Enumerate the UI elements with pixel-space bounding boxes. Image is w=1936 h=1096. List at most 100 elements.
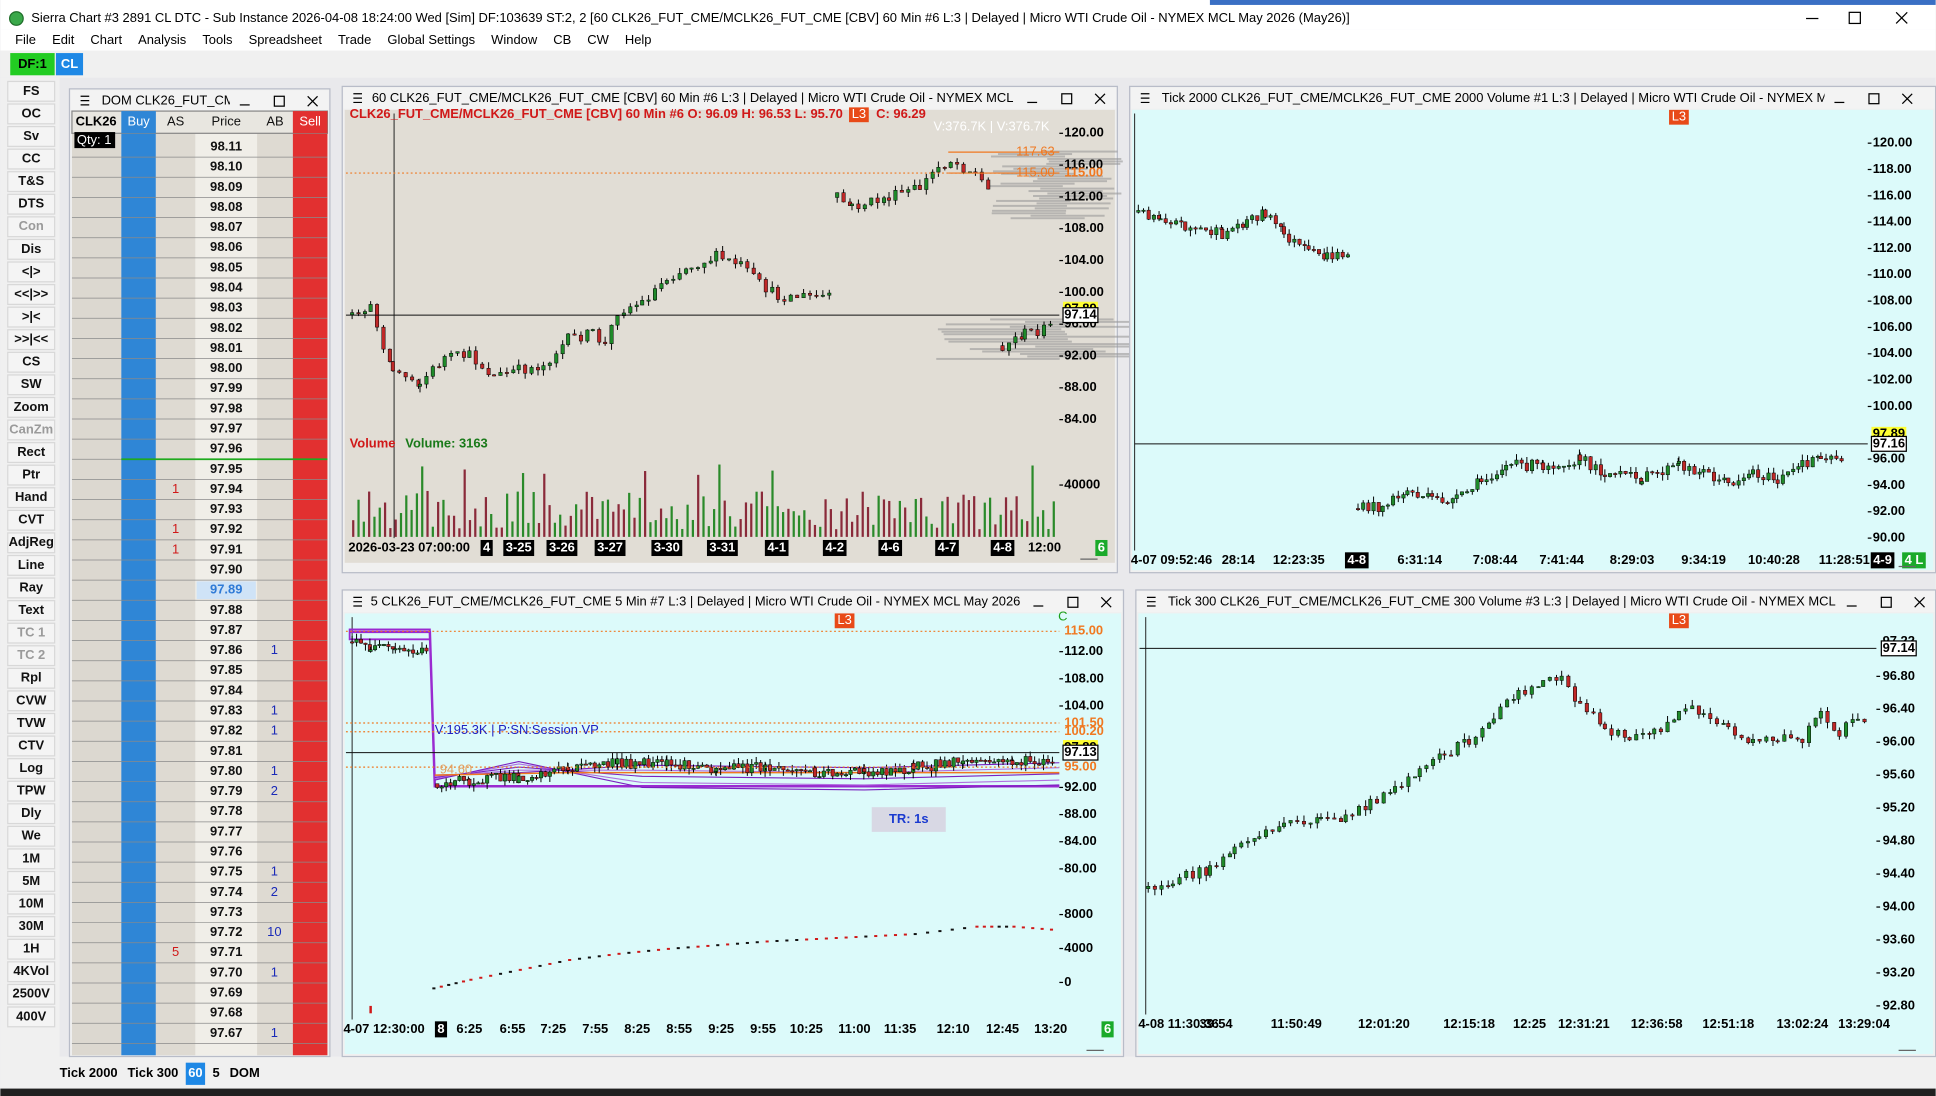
- maximize[interactable]: [1067, 596, 1079, 608]
- tool-label[interactable]: 5M: [22, 873, 40, 888]
- close[interactable]: [307, 95, 318, 107]
- quick-button-label[interactable]: DF:1: [18, 56, 47, 71]
- tool-label[interactable]: 1H: [23, 941, 40, 956]
- tool-button[interactable]: [7, 780, 56, 802]
- window-menu-icon[interactable]: [1146, 596, 1156, 607]
- tool-label[interactable]: Ptr: [22, 467, 40, 482]
- tool-button[interactable]: [7, 645, 56, 667]
- tool-label[interactable]: CVT: [18, 512, 44, 527]
- tool-button[interactable]: [7, 351, 56, 373]
- tool-label[interactable]: T&S: [18, 173, 44, 188]
- tool-label[interactable]: Dly: [21, 805, 42, 820]
- tool-label[interactable]: TC 2: [17, 647, 45, 662]
- close[interactable]: [1094, 93, 1106, 105]
- menu-item[interactable]: File: [15, 32, 36, 47]
- tool-button[interactable]: [7, 938, 56, 960]
- tool-label[interactable]: <|>: [22, 263, 41, 278]
- tool-button[interactable]: [7, 870, 56, 892]
- tool-button[interactable]: [7, 396, 56, 418]
- tool-button[interactable]: [7, 487, 56, 509]
- close[interactable]: [1914, 596, 1925, 608]
- tool-label[interactable]: TPW: [17, 783, 47, 798]
- menu-item[interactable]: Spreadsheet: [249, 32, 323, 47]
- tool-button[interactable]: [7, 284, 56, 305]
- tool-button[interactable]: [7, 600, 56, 622]
- tool-label[interactable]: 4KVol: [13, 963, 49, 978]
- tool-button[interactable]: [7, 983, 56, 1005]
- tool-button[interactable]: [7, 80, 56, 102]
- tool-button[interactable]: [7, 103, 56, 125]
- menu-item[interactable]: Help: [625, 32, 652, 47]
- tool-label[interactable]: Zoom: [14, 399, 49, 414]
- tool-button[interactable]: [7, 261, 56, 283]
- tool-label[interactable]: TC 1: [17, 625, 45, 640]
- tool-button[interactable]: [7, 667, 56, 689]
- tool-label[interactable]: <<|>>: [14, 286, 48, 301]
- tool-button[interactable]: [7, 306, 56, 328]
- tool-label[interactable]: Ray: [19, 579, 44, 594]
- tool-label[interactable]: 2500V: [13, 986, 51, 1001]
- quick-button-label[interactable]: CL: [61, 56, 78, 71]
- tool-label[interactable]: Rpl: [21, 670, 42, 685]
- window-menu-icon[interactable]: [1140, 93, 1150, 104]
- maximize[interactable]: [1868, 93, 1880, 105]
- tool-button[interactable]: [7, 532, 56, 554]
- tool-label[interactable]: AdjReg: [9, 534, 54, 549]
- tool-button[interactable]: [7, 1006, 56, 1028]
- menu-item[interactable]: CB: [553, 32, 571, 47]
- tool-button[interactable]: [7, 148, 56, 170]
- tab[interactable]: 5: [212, 1065, 219, 1080]
- tool-label[interactable]: DTS: [18, 196, 44, 211]
- tool-button[interactable]: [7, 193, 56, 215]
- tab[interactable]: DOM: [230, 1065, 260, 1080]
- tool-button[interactable]: [7, 961, 56, 983]
- tool-button[interactable]: [7, 374, 56, 396]
- tool-label[interactable]: Dis: [21, 241, 41, 256]
- tab[interactable]: 60: [188, 1065, 202, 1080]
- tool-button[interactable]: [7, 171, 56, 193]
- tool-button[interactable]: [7, 712, 56, 734]
- tool-button[interactable]: [7, 825, 56, 847]
- tool-label[interactable]: 1M: [22, 850, 40, 865]
- tool-button[interactable]: [7, 893, 56, 915]
- tool-button[interactable]: [7, 464, 56, 486]
- quick-button[interactable]: [55, 53, 84, 76]
- tool-label[interactable]: CanZm: [9, 421, 53, 436]
- tool-label[interactable]: Hand: [15, 489, 47, 504]
- menu-item[interactable]: Chart: [90, 32, 122, 47]
- maximize[interactable]: [1848, 11, 1861, 25]
- window-menu-icon[interactable]: [353, 596, 362, 607]
- tool-label[interactable]: CS: [22, 354, 40, 369]
- tool-label[interactable]: CVW: [16, 692, 47, 707]
- tool-label[interactable]: CTV: [18, 737, 44, 752]
- tab[interactable]: Tick 300: [128, 1065, 179, 1080]
- window-menu-icon[interactable]: [80, 95, 90, 106]
- menu-item[interactable]: Global Settings: [387, 32, 475, 47]
- tool-label[interactable]: 30M: [19, 918, 44, 933]
- tool-label[interactable]: Log: [19, 760, 43, 775]
- tool-button[interactable]: [7, 622, 56, 644]
- tool-label[interactable]: OC: [22, 105, 41, 120]
- tool-label[interactable]: Rect: [17, 444, 46, 459]
- tool-label[interactable]: Line: [18, 557, 45, 572]
- tool-label[interactable]: Con: [19, 218, 44, 233]
- tool-button[interactable]: [7, 329, 56, 351]
- tool-button[interactable]: [7, 577, 56, 599]
- maximize[interactable]: [273, 95, 285, 107]
- window-menu-icon[interactable]: [353, 93, 362, 104]
- tool-button[interactable]: [7, 848, 56, 870]
- tool-label[interactable]: CC: [22, 150, 41, 165]
- tool-button[interactable]: [7, 554, 56, 576]
- tool-label[interactable]: Sv: [23, 128, 40, 143]
- tab[interactable]: Tick 2000: [60, 1065, 118, 1080]
- tool-label[interactable]: SW: [21, 376, 43, 391]
- tool-button[interactable]: [7, 690, 56, 712]
- tool-label[interactable]: 10M: [19, 895, 44, 910]
- tool-label[interactable]: We: [22, 828, 41, 843]
- close[interactable]: [1895, 11, 1908, 24]
- tool-label[interactable]: >>|<<: [14, 331, 48, 346]
- menu-item[interactable]: Tools: [202, 32, 232, 47]
- tool-label[interactable]: 400V: [16, 1008, 47, 1023]
- tab-active[interactable]: [185, 1062, 206, 1085]
- tool-button[interactable]: [7, 916, 56, 938]
